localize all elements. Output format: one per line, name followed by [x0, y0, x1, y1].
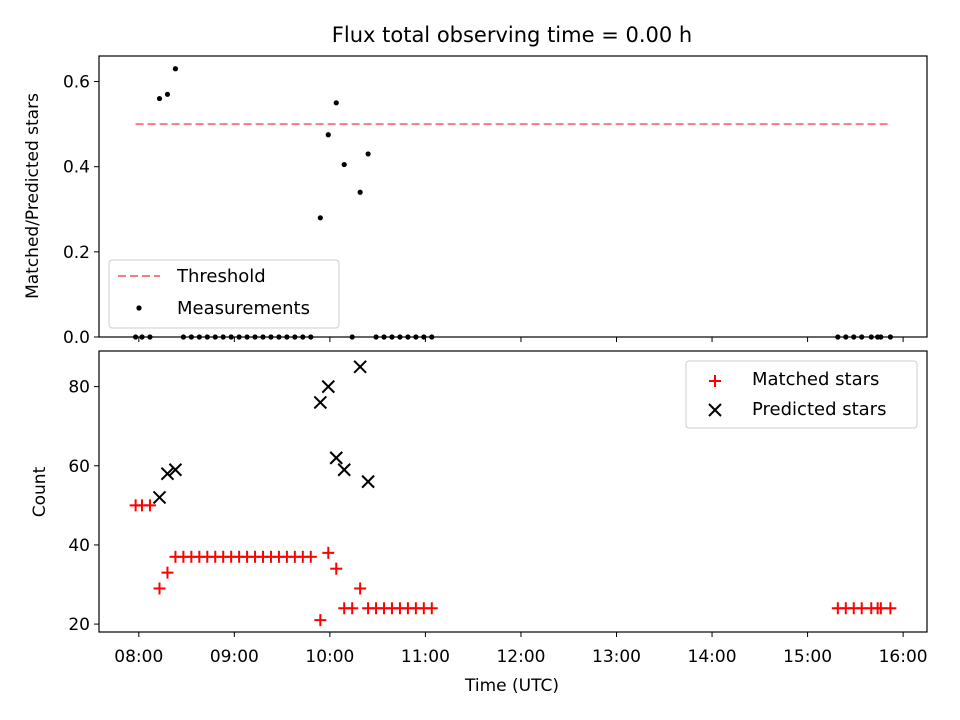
- bottom-x-tick-label-6: 14:00: [688, 647, 737, 667]
- legend-matched-swatch: [709, 375, 721, 387]
- predicted-star-point-8: [361, 474, 375, 489]
- legend-threshold-label: Threshold: [176, 266, 266, 287]
- bottom-y-axis-ticks: 20 40 60 80: [68, 378, 99, 635]
- top-y-tick-label-1: 0.2: [63, 243, 90, 263]
- measurement-point-4: [164, 91, 171, 97]
- predicted-star-point-3: [313, 395, 328, 410]
- matched-star-point-2: [143, 499, 156, 512]
- bottom-y-tick-label-1: 40: [68, 536, 90, 556]
- chart-title: Flux total observing time = 0.00 h: [332, 23, 692, 47]
- bottom-x-tick-label-3: 11:00: [401, 647, 450, 667]
- bottom-legend-box: [685, 360, 918, 429]
- matched-star-point-45: [884, 602, 897, 615]
- bottom-axes-frame: [98, 350, 928, 633]
- top-legend-box: [108, 259, 340, 329]
- measurement-point-25: [333, 100, 339, 106]
- matched-star-point-28: [354, 582, 367, 595]
- bottom-x-axis-ticks: 08:00 09:00 10:00 11:00 12:00 13:00 14:00 15:00…: [114, 632, 928, 667]
- bottom-panel: 20 40 60 80 08:00 09:00 10:00 11:00 12:00 13:00 1…: [30, 350, 928, 696]
- bottom-x-tick-label-4: 12:00: [496, 647, 545, 667]
- top-legend: Threshold Measurements: [108, 259, 340, 329]
- measurement-point-26: [341, 161, 347, 168]
- matched-star-point-24: [322, 546, 335, 559]
- top-y-axis-ticks: 0.0 0.2 0.4 0.6: [63, 73, 99, 348]
- measurement-point-3: [156, 95, 163, 102]
- measurement-point-23: [317, 215, 323, 221]
- matched-star-point-22: [304, 550, 317, 563]
- measurement-point-24: [325, 132, 331, 138]
- bottom-legend: Matched stars Predicted stars: [685, 360, 918, 429]
- top-x-axis-ticks: [138, 337, 904, 342]
- matched-star-point-4: [161, 566, 174, 579]
- predicted-star-point-0: [152, 490, 167, 505]
- bottom-x-axis-label: Time (UTC): [464, 676, 559, 696]
- matched-star-point-27: [346, 602, 359, 615]
- legend-predicted-label: Predicted stars: [752, 399, 886, 420]
- matched-star-point-3: [153, 582, 166, 595]
- predicted-star-point-7: [353, 360, 367, 374]
- bottom-x-tick-label-0: 08:00: [114, 647, 163, 667]
- matched-star-point-37: [425, 602, 438, 615]
- legend-measurements-swatch: [136, 305, 142, 311]
- top-y-tick-label-0: 0.0: [63, 328, 90, 348]
- top-y-tick-label-2: 0.4: [63, 158, 90, 178]
- top-y-axis-label: Matched/Predicted stars: [23, 93, 43, 299]
- top-y-tick-label-3: 0.6: [63, 73, 90, 93]
- bottom-x-tick-label-7: 15:00: [783, 647, 832, 667]
- legend-measurements-label: Measurements: [177, 298, 310, 319]
- measurement-point-28: [357, 189, 363, 195]
- top-panel: 0.0 0.2 0.4 0.6 Matched/Predicted stars Thr…: [23, 55, 928, 348]
- bottom-x-tick-label-1: 09:00: [210, 647, 259, 667]
- bottom-x-tick-label-8: 16:00: [879, 647, 928, 667]
- predicted-star-point-1: [160, 466, 175, 481]
- matched-star-point-25: [330, 562, 343, 575]
- bottom-y-tick-label-3: 80: [68, 378, 90, 398]
- matched-star-point-23: [314, 614, 327, 627]
- predicted-star-point-5: [329, 451, 343, 465]
- top-axes-frame: [98, 55, 928, 338]
- bottom-plot-marks: [129, 360, 897, 627]
- measurement-point-29: [365, 151, 371, 157]
- predicted-star-point-6: [337, 463, 351, 477]
- bottom-x-tick-label-2: 10:00: [305, 647, 354, 667]
- predicted-star-point-2: [168, 463, 183, 477]
- legend-predicted-swatch: [708, 403, 722, 417]
- bottom-y-tick-label-0: 20: [68, 615, 90, 635]
- bottom-x-tick-label-5: 13:00: [592, 647, 641, 667]
- bottom-y-tick-label-2: 60: [68, 457, 90, 477]
- bottom-y-axis-label: Count: [30, 466, 50, 517]
- predicted-star-point-4: [321, 379, 335, 394]
- measurement-point-5: [172, 66, 179, 72]
- legend-matched-label: Matched stars: [752, 369, 879, 390]
